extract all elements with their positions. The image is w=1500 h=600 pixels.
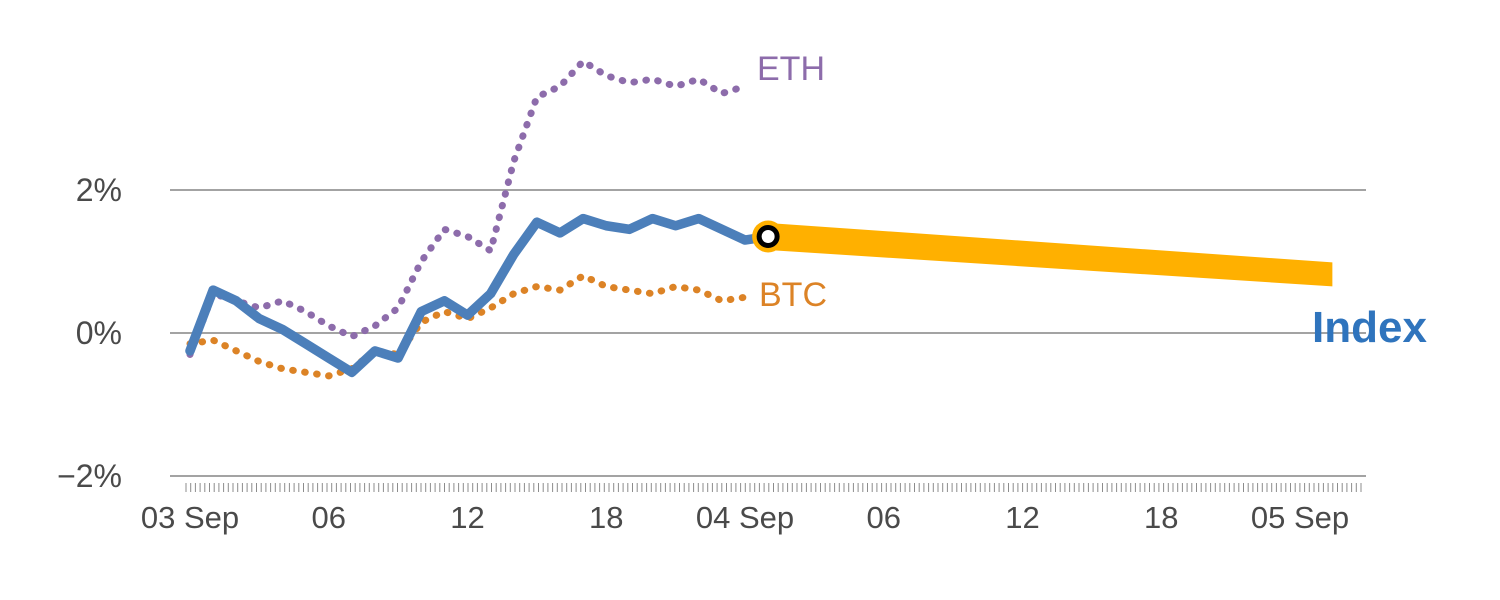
- svg-text:03 Sep: 03 Sep: [141, 500, 239, 535]
- svg-text:04 Sep: 04 Sep: [696, 500, 794, 535]
- x-tick-labels: 03 Sep 06 12 18 04 Sep 06 12 18 05 Sep: [141, 500, 1349, 535]
- svg-text:06: 06: [867, 500, 901, 535]
- svg-text:18: 18: [589, 500, 623, 535]
- svg-text:06: 06: [312, 500, 346, 535]
- y-gridlines: [170, 189, 1366, 477]
- index-series-label: Index: [1312, 303, 1427, 352]
- index-last-value-marker: [752, 220, 785, 253]
- svg-text:2%: 2%: [76, 172, 122, 208]
- svg-text:12: 12: [1005, 500, 1039, 535]
- svg-text:12: 12: [450, 500, 484, 535]
- index-forecast-band: [768, 222, 1333, 287]
- x-axis-minor-ticks: [185, 483, 1362, 492]
- y-tick-labels: 2% 0% −2%: [57, 172, 122, 494]
- eth-series-label: ETH: [757, 50, 825, 88]
- eth-series-line: [186, 57, 749, 358]
- index-series-line: [185, 213, 773, 378]
- svg-text:0%: 0%: [76, 315, 122, 351]
- svg-text:18: 18: [1144, 500, 1178, 535]
- btc-series-label: BTC: [759, 276, 827, 314]
- svg-text:05 Sep: 05 Sep: [1251, 500, 1349, 535]
- svg-text:−2%: −2%: [57, 458, 122, 494]
